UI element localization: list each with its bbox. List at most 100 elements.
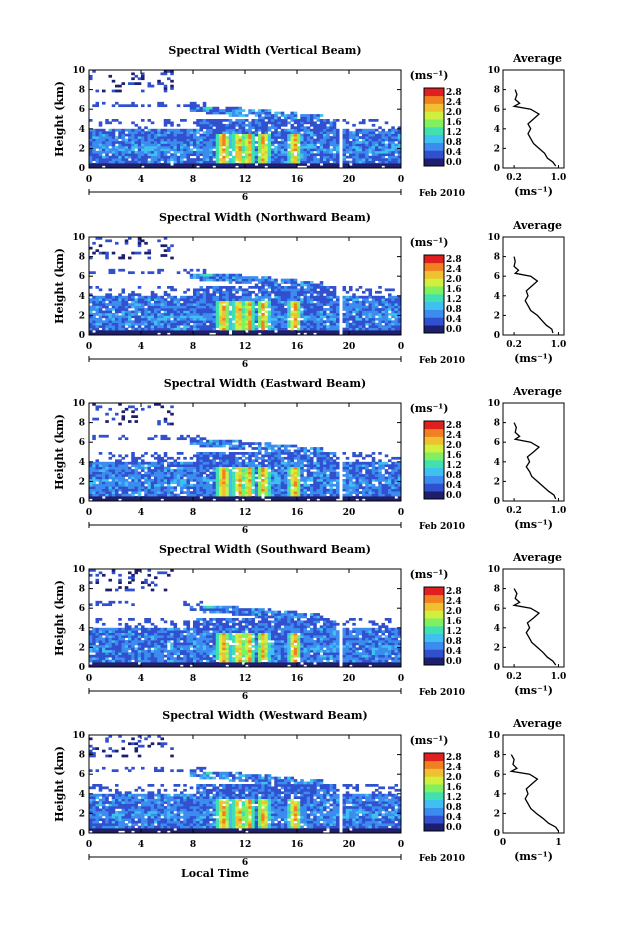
heatmap-cell bbox=[202, 303, 207, 306]
heatmap-cell bbox=[271, 474, 275, 477]
heatmap-cell bbox=[154, 474, 158, 477]
heatmap-cell bbox=[352, 332, 356, 336]
heatmap-cell bbox=[241, 320, 246, 324]
x-tick-label: 0 bbox=[398, 175, 404, 185]
heatmap-cell bbox=[267, 153, 272, 157]
heatmap-cell bbox=[300, 298, 304, 301]
heatmap-cell bbox=[264, 126, 269, 130]
heatmap-cell bbox=[245, 322, 249, 326]
heatmap-cell bbox=[189, 295, 194, 299]
heatmap-cell bbox=[391, 160, 395, 164]
heatmap-cell bbox=[313, 138, 317, 142]
heatmap-cell bbox=[323, 320, 327, 324]
heatmap-cell bbox=[235, 119, 239, 122]
heatmap-cell bbox=[254, 483, 259, 487]
heatmap-cell bbox=[381, 330, 386, 333]
date-marker: 6 bbox=[242, 193, 248, 203]
colorbar-tick-label: 2.4 bbox=[446, 265, 462, 275]
heatmap-cell bbox=[222, 290, 226, 294]
heatmap-cell bbox=[365, 288, 369, 292]
heatmap-cell bbox=[297, 305, 301, 309]
heatmap-cell bbox=[186, 478, 191, 482]
heatmap-cell bbox=[115, 148, 119, 152]
heatmap-cell bbox=[118, 153, 122, 157]
heatmap-cell bbox=[131, 251, 135, 255]
heatmap-cell bbox=[280, 474, 285, 477]
heatmap-cell bbox=[316, 145, 321, 149]
heatmap-cell bbox=[167, 165, 171, 169]
heatmap-cell bbox=[381, 327, 386, 331]
heatmap-cell bbox=[397, 308, 402, 311]
heatmap-cell bbox=[248, 276, 252, 279]
heatmap-cell bbox=[215, 153, 220, 157]
heatmap-cell bbox=[391, 136, 395, 139]
heatmap-cell bbox=[319, 136, 324, 139]
heatmap-cell bbox=[349, 165, 353, 169]
heatmap-cell bbox=[238, 493, 243, 497]
heatmap-cell bbox=[150, 483, 155, 487]
heatmap-cell bbox=[131, 138, 135, 142]
heatmap-cell bbox=[342, 150, 347, 154]
heatmap-cell bbox=[378, 330, 382, 333]
heatmap-cell bbox=[371, 322, 376, 326]
heatmap-cell bbox=[92, 141, 96, 144]
heatmap-cell bbox=[235, 474, 239, 477]
heatmap-cell bbox=[232, 293, 236, 297]
heatmap-cell bbox=[235, 288, 239, 292]
heatmap-cell bbox=[115, 310, 119, 314]
heatmap-cell bbox=[183, 138, 187, 142]
heatmap-cell bbox=[232, 141, 236, 144]
heatmap-cell bbox=[280, 461, 285, 465]
heatmap-cell bbox=[319, 322, 324, 326]
heatmap-cell bbox=[397, 133, 402, 137]
heatmap-cell bbox=[254, 121, 259, 125]
heatmap-cell bbox=[349, 312, 353, 316]
heatmap-cell bbox=[254, 278, 259, 282]
x-tick-label: 0 bbox=[86, 175, 92, 185]
heatmap-cell bbox=[245, 312, 249, 316]
heatmap-cell bbox=[124, 498, 129, 502]
heatmap-cell bbox=[358, 145, 363, 149]
heatmap-cell bbox=[157, 148, 161, 152]
heatmap-cell bbox=[89, 158, 93, 161]
heatmap-cell bbox=[157, 325, 161, 328]
heatmap-cell bbox=[245, 471, 249, 475]
heatmap-cell bbox=[212, 496, 217, 499]
heatmap-cell bbox=[274, 119, 278, 122]
heatmap-cell bbox=[95, 312, 100, 316]
heatmap-cell bbox=[209, 498, 213, 502]
heatmap-cell bbox=[154, 330, 158, 333]
heatmap-cell bbox=[180, 141, 184, 144]
heatmap-cell bbox=[254, 123, 259, 127]
heatmap-cell bbox=[154, 315, 158, 319]
heatmap-cell bbox=[163, 459, 168, 463]
heatmap-cell bbox=[222, 474, 226, 477]
heatmap-cell bbox=[261, 481, 265, 485]
heatmap-cell bbox=[206, 293, 210, 297]
heatmap-cell bbox=[186, 322, 191, 326]
heatmap-cell bbox=[128, 493, 132, 497]
heatmap-cell bbox=[167, 300, 171, 304]
heatmap-cell bbox=[358, 317, 363, 321]
heatmap-cell bbox=[102, 150, 106, 154]
heatmap-cell bbox=[388, 320, 392, 324]
heatmap-cell bbox=[274, 488, 278, 492]
heatmap-cell bbox=[102, 143, 106, 147]
heatmap-cell bbox=[170, 308, 174, 311]
heatmap-cell bbox=[284, 322, 288, 326]
heatmap-cell bbox=[381, 150, 386, 154]
heatmap-cell bbox=[131, 298, 135, 301]
heatmap-cell bbox=[264, 128, 269, 132]
y-tick-label: 6 bbox=[79, 105, 85, 115]
heatmap-cell bbox=[394, 310, 399, 314]
heatmap-cell bbox=[124, 303, 129, 306]
heatmap-cell bbox=[267, 493, 272, 497]
heatmap-cell bbox=[154, 128, 158, 132]
heatmap-cell bbox=[258, 136, 262, 139]
heatmap-cell bbox=[180, 119, 184, 122]
heatmap-cell bbox=[102, 160, 106, 164]
heatmap-cell bbox=[160, 104, 165, 108]
heatmap-cell bbox=[277, 160, 282, 164]
heatmap-cell bbox=[144, 143, 148, 147]
heatmap-cell bbox=[118, 163, 122, 166]
